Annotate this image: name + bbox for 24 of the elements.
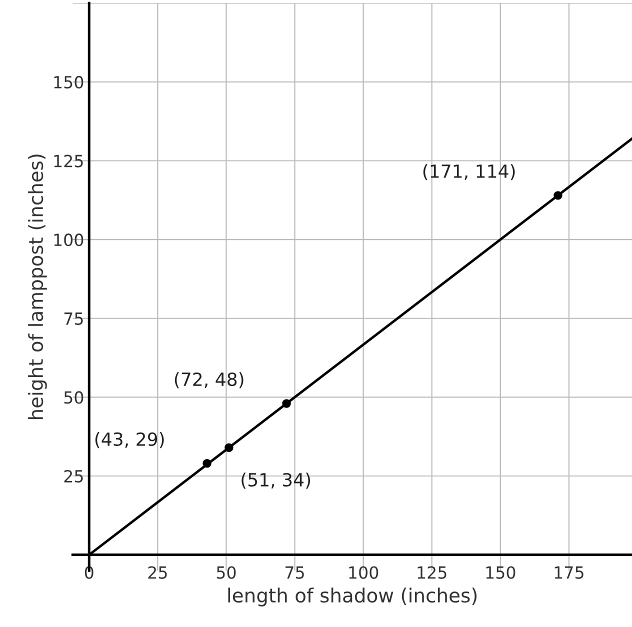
point — [224, 443, 234, 452]
y-tick-label: 125 — [54, 154, 83, 168]
y-tick-label: 75 — [64, 312, 83, 325]
x-tick-label: 175 — [554, 566, 584, 579]
annotation: (51, 34) — [242, 472, 310, 489]
point — [202, 459, 212, 468]
y-tick-label: 100 — [54, 234, 84, 246]
point — [282, 399, 291, 408]
y-tick-label: 25 — [64, 470, 83, 483]
point — [554, 191, 562, 200]
x-tick-label: 75 — [286, 566, 304, 579]
annotation: (171, 114) — [423, 164, 515, 180]
x-tick-label: 25 — [148, 566, 167, 579]
y-axis-title: height of lamppost (inches) — [28, 154, 47, 420]
x-tick-label: 125 — [418, 566, 446, 579]
annotation: (43, 29) — [95, 432, 164, 448]
x-axis-title: length of shadow (inches) — [228, 588, 477, 606]
x-tick-label: 150 — [486, 566, 516, 579]
y-tick-label: 50 — [64, 391, 84, 404]
y-tick-label: 150 — [54, 76, 84, 89]
x-tick-label: 100 — [349, 566, 378, 579]
x-tick-label: 0 — [84, 566, 94, 579]
annotation: (72, 48) — [174, 372, 244, 388]
x-tick-label: 50 — [216, 566, 236, 579]
